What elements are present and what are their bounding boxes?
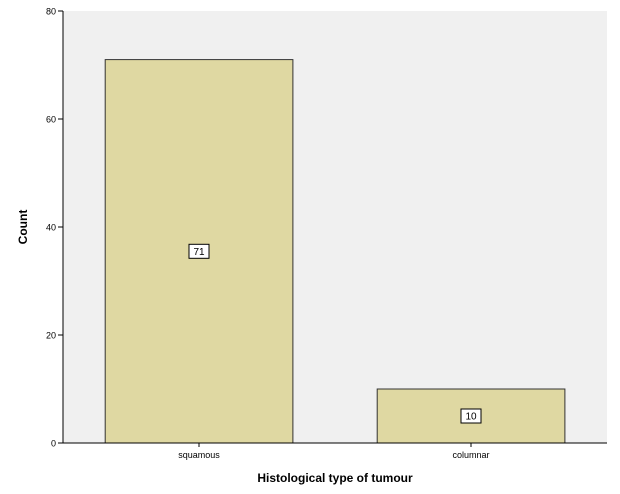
data-label-box-squamous [188,243,210,259]
y-tick-label-20: 20 [46,331,56,341]
x-tick-label-columnar: columnar [452,450,489,460]
data-label-columnar: 10 [465,412,477,423]
y-axis-title: Count [16,210,30,245]
y-tick-label-60: 60 [46,115,56,125]
x-axis: squamous columnar [63,442,607,460]
data-labels-layer: 71 10 [188,243,482,424]
data-label-box-columnar [460,408,482,424]
x-tick-label-squamous: squamous [178,450,220,460]
y-axis: 0 20 40 60 80 [46,7,64,449]
data-label-squamous: 71 [193,247,205,258]
y-tick-label-40: 40 [46,223,56,233]
y-tick-label-0: 0 [51,439,56,449]
x-axis-title: Histological type of tumour [257,471,413,485]
y-tick-label-80: 80 [46,7,56,17]
